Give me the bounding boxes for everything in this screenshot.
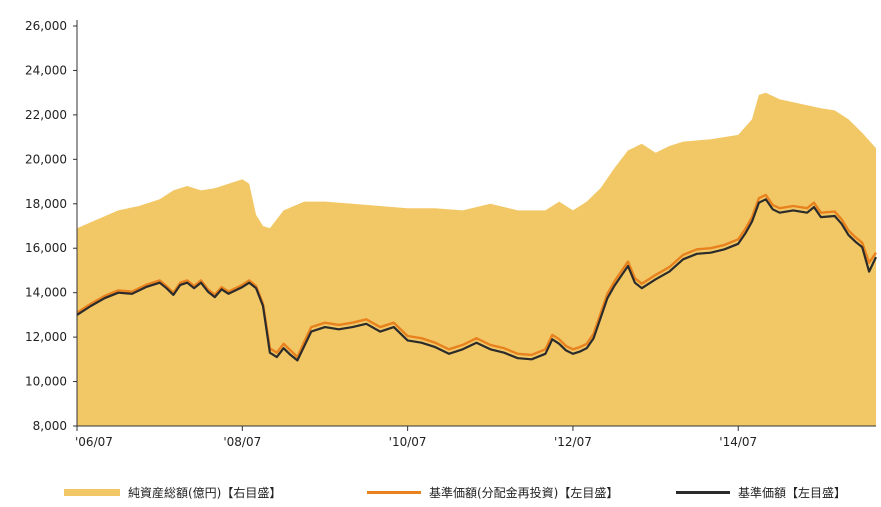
x-tick-label: '12/07 [554,435,592,449]
legend-label-nav: 基準価額【左目盛】 [738,485,847,500]
x-tick-label: '08/07 [223,435,261,449]
legend-item-net-assets: 純資産総額(億円)【右目盛】 [64,482,281,502]
series-nav-reinvested-line [76,193,877,359]
y-tick-label: 8,000 [33,419,67,433]
legend-swatch-net-assets [64,488,120,496]
y-tick-label: 14,000 [25,286,67,300]
y-tick-label: 18,000 [25,197,67,211]
series-nav-line [76,198,877,362]
legend-label-nav-reinvested: 基準価額(分配金再投資)【左目盛】 [429,485,619,500]
y-tick-label: 12,000 [25,330,67,344]
legend-swatch-nav [676,490,730,494]
x-tick-label: '06/07 [75,435,113,449]
chart-plot: 26,000 24,000 22,000 20,000 18,000 16,000 14,0… [25,19,877,449]
x-tick-label: '14/07 [719,435,757,449]
y-tick-label: 22,000 [25,108,67,122]
legend-label-net-assets: 純資産総額(億円)【右目盛】 [128,485,282,500]
legend-item-nav: 基準価額【左目盛】 [676,482,846,502]
legend-swatch-nav-reinvested [367,490,421,494]
y-tick-label: 24,000 [25,63,67,77]
y-tick-label: 20,000 [25,152,67,166]
x-tick-label: '10/07 [389,435,427,449]
legend-item-nav-reinvested: 基準価額(分配金再投資)【左目盛】 [367,482,618,502]
y-tick-label: 10,000 [25,375,67,389]
series-net-assets-area [77,92,876,426]
y-tick-label: 26,000 [25,19,67,33]
y-tick-label: 16,000 [25,241,67,255]
legend: 純資産総額(億円)【右目盛】 基準価額(分配金再投資)【左目盛】 基準価額【左目… [0,482,881,502]
